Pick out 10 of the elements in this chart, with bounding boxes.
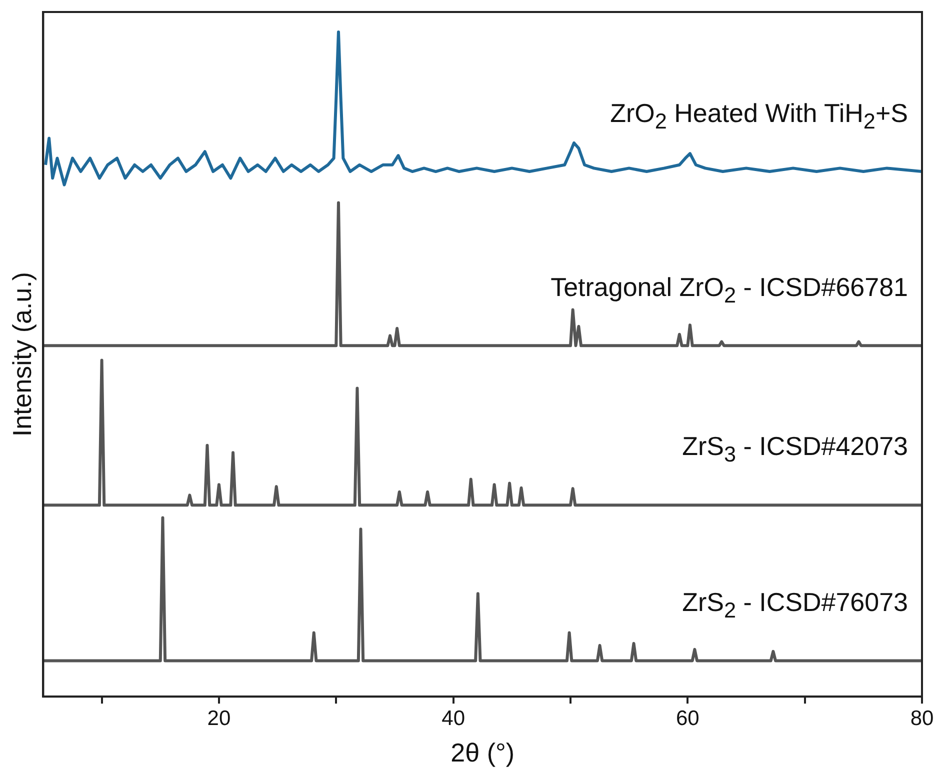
x-tick-label: 20 [207, 706, 231, 730]
series-label: ZrS$_{2}$ - ICSD#76073 [682, 586, 908, 622]
x-axis-title: 2θ (°) [450, 738, 515, 768]
x-tick-label: 80 [910, 706, 934, 730]
y-axis-title: Intensity (a.u.) [6, 272, 37, 437]
series-label: ZrS$_{3}$ - ICSD#42073 [682, 431, 908, 466]
x-tick-label: 40 [442, 706, 465, 730]
x-tick-label: 60 [676, 706, 700, 730]
series-label: Tetragonal ZrO$_{2}$ - ICSD#66781 [550, 272, 908, 307]
series-label: ZrO$_{2}$ Heated With TiH$_{2}$+S [610, 98, 908, 133]
